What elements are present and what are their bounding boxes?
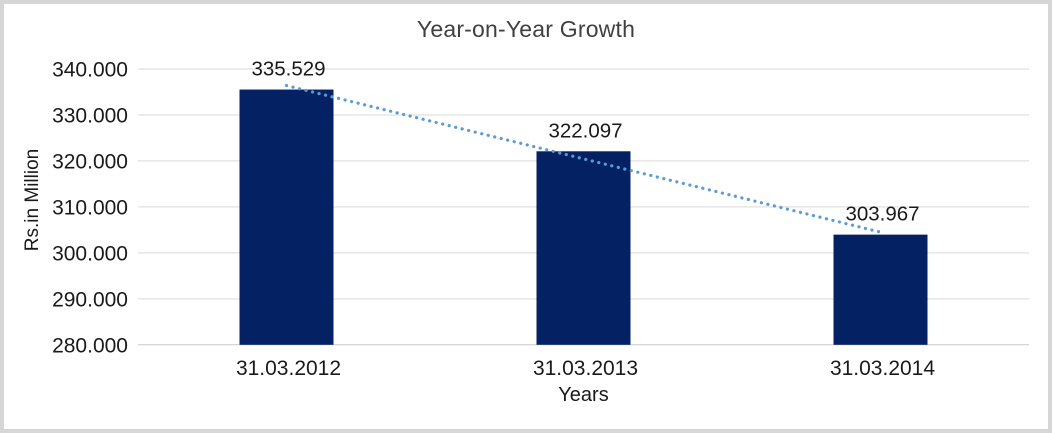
y-tick-label: 320.000	[52, 150, 128, 173]
bar	[536, 151, 631, 345]
bar-value-label: 322.097	[548, 119, 622, 142]
bar	[239, 89, 334, 345]
y-tick-label: 310.000	[52, 196, 128, 219]
x-axis-title: Years	[558, 384, 608, 406]
y-tick-label: 340.000	[52, 59, 128, 82]
bar-value-label: 335.529	[251, 58, 325, 81]
y-axis-title: Rs.in Million	[22, 149, 43, 251]
y-tick-label: 280.000	[52, 334, 128, 357]
y-tick-label: 290.000	[52, 288, 128, 311]
bar	[833, 234, 928, 345]
chart-title: Year-on-Year Growth	[416, 16, 636, 42]
x-tick-label: 31.03.2012	[236, 357, 341, 380]
bar-value-label: 303.967	[845, 203, 919, 226]
y-tick-label: 300.000	[52, 242, 128, 265]
trendline	[284, 83, 883, 234]
x-tick-label: 31.03.2014	[830, 357, 935, 380]
y-tick-label: 330.000	[52, 104, 128, 127]
x-tick-label: 31.03.2013	[533, 357, 638, 380]
